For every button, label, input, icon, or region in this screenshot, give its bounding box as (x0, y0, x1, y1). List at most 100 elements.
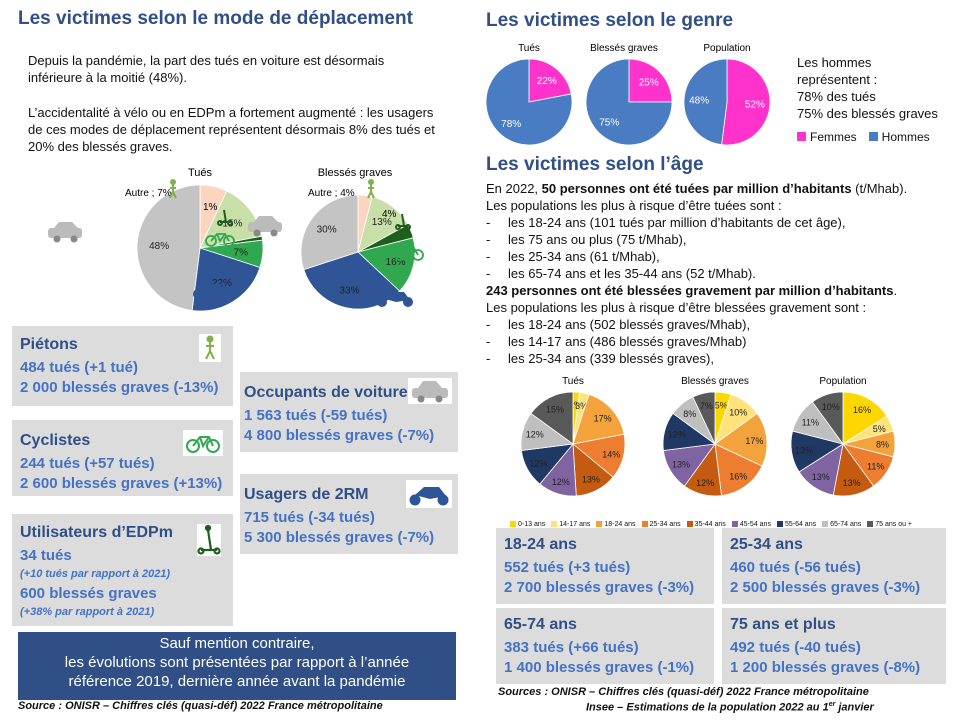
pie-slice-label: 7% (700, 401, 713, 411)
pie-slice-label: 5% (715, 400, 728, 410)
banner-line-2: les évolutions sont présentées par rappo… (64, 654, 410, 671)
age-list-1-item: les 25-34 ans (61 t/Mhab), (486, 248, 946, 265)
banner-line-1: Sauf mention contraire, (159, 635, 315, 652)
legend-label: 14-17 ans (559, 520, 591, 528)
legend-swatch (822, 521, 829, 527)
box-edpm-s1: (+10 tués par rapport à 2021) (20, 568, 171, 580)
box-edpm-s2: (+38% par rapport à 2021) (20, 606, 155, 618)
age-list-2-item: les 14-17 ans (486 blessés graves/Mhab) (486, 333, 946, 350)
age-pie-blesses-title: Blessés graves (681, 376, 749, 387)
pie-slice-label: 14% (602, 449, 620, 459)
legend-swatch (596, 521, 603, 527)
box-edpm-l2: 600 blessés graves (20, 585, 157, 602)
box-cyclistes-title: Cyclistes (20, 432, 91, 449)
pie-slice (721, 58, 771, 146)
age-list-1-item: les 18-24 ans (101 tués par million d’ha… (486, 214, 946, 231)
mode-title: Les victimes selon le mode de déplacemen… (18, 8, 413, 29)
legend-swatch (776, 521, 783, 527)
mode-pie-tues-title: Tués (188, 167, 213, 179)
mode-para-1: Depuis la pandémie, la part des tués en … (28, 53, 385, 85)
box-cyclistes-l2: 2 600 blessés graves (+13%) (20, 475, 223, 492)
box-25-34-l1: 460 tués (-56 tués) (730, 559, 861, 576)
pie-slice-label: 13% (843, 478, 861, 488)
pie-slice-label: 33% (340, 285, 360, 296)
legend-label: 75 ans ou + (875, 520, 913, 528)
age-p1: En 2022, 50 personnes ont été tuées par … (486, 181, 908, 196)
box-2rm-title: Usagers de 2RM (244, 486, 369, 503)
motorbike-icon (193, 284, 229, 299)
legend-label: 18-24 ans (604, 520, 636, 528)
box-pietons-title: Piétons (20, 336, 78, 353)
pie-slice (683, 58, 728, 146)
box-pietons-l2: 2 000 blessés graves (-13%) (20, 379, 219, 396)
pedestrian-icon (367, 179, 375, 199)
box-voiture-title: Occupants de voiture (244, 384, 408, 401)
pie-slice-label: 12% (552, 477, 570, 487)
pie-slice-label: 16% (729, 471, 747, 481)
pedestrian-icon (199, 334, 221, 362)
box-65-74: 65-74 ans 383 tués (+66 tués) 1 400 bles… (496, 608, 714, 684)
box-edpm-title: Utilisateurs d’EDPm (20, 524, 173, 541)
pie-slice-label: 13% (372, 217, 392, 228)
age-legend-item: 25-34 ans (641, 521, 681, 528)
box-voiture: Occupants de voiture 1 563 tués (-59 tué… (240, 372, 458, 452)
source-right-1: Sources : ONISR – Chiffres clés (quasi-d… (498, 686, 869, 698)
motorbike-icon (406, 480, 452, 508)
genre-note-1: Les hommes (797, 55, 872, 70)
pie-slice (585, 58, 673, 146)
box-cyclistes-l1: 244 tués (+57 tués) (20, 455, 155, 472)
age-legend-item: 75 ans ou + (867, 521, 912, 528)
legend-hommes: Hommes (868, 130, 930, 144)
legend-swatch (641, 521, 648, 527)
mode-pie-tues-autre-label: Autre ; 7% (125, 188, 172, 199)
pie-slice-label: 11% (867, 462, 884, 472)
pedestrian-icon (169, 179, 177, 199)
box-edpm: Utilisateurs d’EDPm 34 tués (+10 tués pa… (12, 514, 233, 626)
legend-label: 55-64 ans (784, 520, 817, 528)
box-75-plus-l2: 1 200 blessés graves (-8%) (730, 659, 921, 676)
legend-swatch (686, 521, 693, 527)
pie-genre-tues: 22% 78% (485, 58, 573, 146)
pie-slice-label: 22% (212, 278, 232, 289)
box-25-34: 25-34 ans 460 tués (-56 tués) 2 500 bles… (722, 528, 946, 604)
box-edpm-l1: 34 tués (20, 547, 72, 564)
pie-slice-label: 11% (802, 417, 819, 427)
box-65-74-l1: 383 tués (+66 tués) (504, 639, 639, 656)
pie-age-population: 16%5%8%11%13%13%13%11%10% (790, 391, 896, 497)
legend-femmes: Femmes (797, 130, 857, 144)
age-list-2-item: les 18-24 ans (502 blessés graves/Mhab), (486, 316, 946, 333)
car-icon (248, 216, 282, 237)
legend-swatch (510, 521, 516, 527)
age-pie-tues-title: Tués (562, 376, 584, 387)
pie-slice-label: 16% (853, 405, 871, 415)
scooter-icon (217, 209, 233, 226)
age-text: En 2022, 50 personnes ont été tuées par … (486, 180, 946, 367)
pie-slice-label: 22% (537, 76, 557, 87)
pie-mode-blesses: 13% 16% 33% 30% (300, 194, 416, 310)
pie-mode-tues: 15%7%22%48% (136, 184, 264, 312)
mode-pies: Tués Blessés graves 15%7%22%48% 13%16%33… (48, 167, 424, 312)
pie-slice-label: 48% (149, 241, 169, 252)
genre-note: Les hommes représentent : 78% des tués 7… (797, 54, 938, 122)
pie-genre-population: 52% 48% (683, 58, 771, 146)
pie-slice-label: 3% (575, 401, 588, 411)
age-legend-item: 35-44 ans (686, 521, 726, 528)
age-legend-item: 55-64 ans (776, 520, 817, 528)
age-title: Les victimes selon l’âge (486, 154, 704, 175)
pie-slice-label: 2% (569, 400, 582, 410)
age-legend-item: 45-54 ans (731, 521, 771, 528)
age-legend-item: 65-74 ans (822, 521, 861, 528)
age-legend-item: 14-17 ans (551, 521, 590, 528)
age-list-1-item: les 65-74 ans et les 35-44 ans (52 t/Mha… (486, 265, 946, 282)
pie-slice-label: 13% (672, 460, 690, 470)
box-2rm-l1: 715 tués (-34 tués) (244, 509, 375, 526)
genre-pies: Tués Blessés graves Population 22% 78% 25… (485, 43, 771, 146)
pie-slice (528, 58, 572, 103)
box-75-plus: 75 ans et plus 492 tués (-40 tués) 1 200… (722, 608, 946, 684)
pie-slice-label: 75% (599, 117, 619, 128)
pie-slice (191, 247, 261, 312)
box-pietons: Piétons 484 tués (+1 tué) 2 000 blessés … (12, 326, 233, 406)
pie-age-tues: 2%3% 17% 14% 13% 12% 12% 12% 15% (520, 391, 626, 497)
pie-slice-label: 13% (582, 475, 600, 485)
genre-note-2: représentent : (797, 72, 878, 87)
